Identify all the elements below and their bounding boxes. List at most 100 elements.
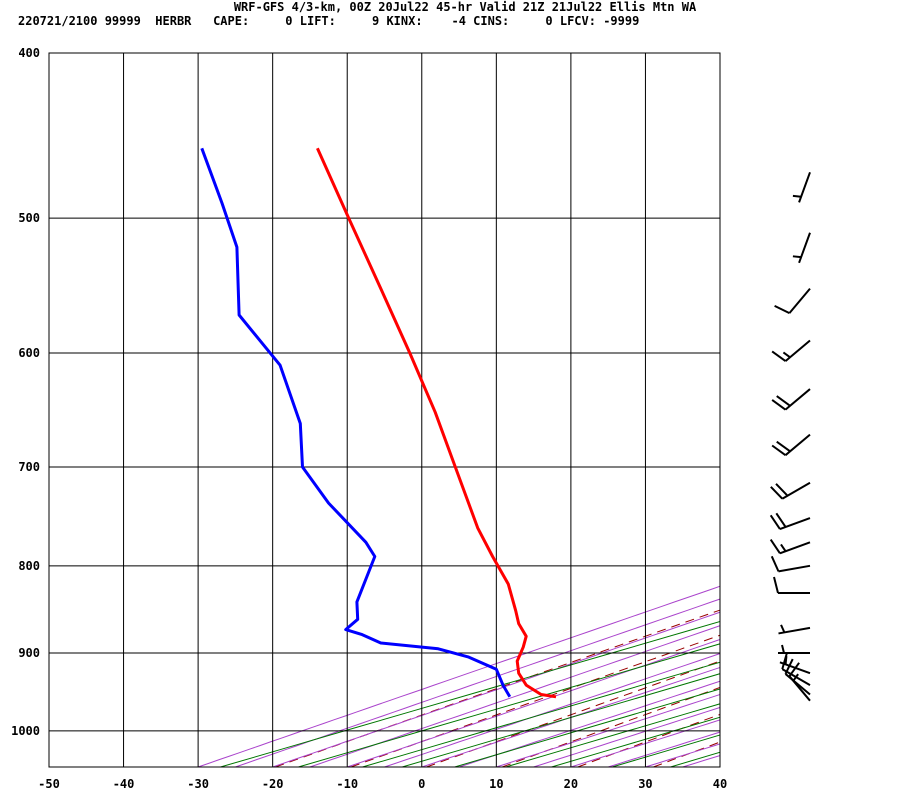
wind-barb bbox=[781, 652, 811, 686]
stability-indices: 220721/2100 99999 HERBR CAPE: 0 LIFT: 9 … bbox=[18, 14, 640, 28]
plot-frame bbox=[48, 52, 721, 768]
barb-flag bbox=[769, 514, 781, 530]
mixing-ratio-line bbox=[220, 620, 720, 767]
x-tick-label: -40 bbox=[113, 777, 135, 791]
barb-staff bbox=[784, 433, 811, 456]
barb-half-flag bbox=[780, 624, 786, 633]
moist-adiabat bbox=[309, 625, 720, 767]
y-tick-label: 900 bbox=[18, 646, 40, 660]
mixing-ratio-line bbox=[454, 688, 720, 767]
y-tick-label: 400 bbox=[18, 46, 40, 60]
wind-barb bbox=[769, 512, 811, 530]
barb-half-flag bbox=[792, 255, 802, 259]
barb-flag bbox=[773, 576, 779, 594]
moist-adiabat bbox=[347, 638, 720, 767]
grid-lines bbox=[48, 52, 721, 767]
moist-adiabat bbox=[384, 653, 720, 767]
wind-barb bbox=[792, 232, 811, 264]
sounding-traces bbox=[200, 147, 557, 699]
barb-half-flag bbox=[782, 351, 791, 359]
barb-flag bbox=[771, 399, 787, 411]
mixing-ratio-line bbox=[402, 673, 720, 767]
moist-adiabat bbox=[608, 731, 720, 767]
barb-flag bbox=[774, 304, 790, 315]
barb-staff bbox=[798, 232, 811, 264]
x-tick-label: -10 bbox=[336, 777, 358, 791]
y-tick-label: 700 bbox=[18, 460, 40, 474]
barb-flag bbox=[770, 486, 784, 500]
barb-half-flag bbox=[784, 656, 788, 665]
barb-staff bbox=[784, 339, 811, 362]
y-tick-label: 600 bbox=[18, 346, 40, 360]
x-tick-label: 40 bbox=[713, 777, 727, 791]
x-tick-label: -30 bbox=[187, 777, 209, 791]
barb-staff bbox=[784, 673, 811, 696]
wind-barb bbox=[779, 656, 811, 675]
mixing-ratio-line bbox=[362, 661, 720, 767]
temperature-trace bbox=[316, 147, 557, 699]
mixing-ratio-line bbox=[612, 734, 720, 767]
chart-title: WRF-GFS 4/3-km, 00Z 20Jul22 45-hr Valid … bbox=[233, 0, 697, 14]
x-axis-ticks: -50 -40 -30 -20 -10 0 10 20 30 40 bbox=[38, 777, 727, 791]
barb-half-flag bbox=[780, 543, 787, 552]
barb-staff bbox=[784, 388, 811, 411]
barb-staff bbox=[781, 668, 811, 686]
moist-adiabat bbox=[496, 694, 720, 767]
mixing-ratio-line bbox=[505, 703, 720, 767]
wind-barb bbox=[770, 555, 811, 573]
moist-adiabat bbox=[272, 611, 720, 767]
dewpoint-trace bbox=[200, 147, 512, 698]
wind-barb bbox=[792, 171, 811, 203]
y-axis-ticks: 400 500 600 700 800 900 1000 bbox=[11, 46, 40, 738]
wind-barb bbox=[771, 388, 811, 411]
barb-staff bbox=[781, 481, 811, 500]
wind-barb bbox=[773, 576, 810, 595]
barb-staff bbox=[778, 564, 811, 573]
moist-adiabat bbox=[197, 585, 720, 767]
x-tick-label: -20 bbox=[262, 777, 284, 791]
moist-adiabat bbox=[533, 706, 720, 767]
dry-adiabat bbox=[729, 44, 900, 767]
wind-barb bbox=[774, 287, 811, 315]
barb-flag bbox=[771, 350, 787, 362]
x-tick-label: 10 bbox=[489, 777, 503, 791]
barb-staff bbox=[779, 661, 811, 675]
wind-barb bbox=[770, 481, 811, 500]
barb-staff bbox=[788, 287, 811, 314]
barb-flag bbox=[775, 483, 789, 497]
wind-barb bbox=[778, 624, 811, 635]
barb-flag bbox=[781, 652, 788, 670]
wind-barbs bbox=[769, 171, 811, 702]
wind-barb bbox=[771, 433, 811, 456]
dry-adiabat bbox=[653, 741, 720, 767]
x-tick-label: -50 bbox=[38, 777, 60, 791]
mixing-ratio-line bbox=[298, 643, 720, 767]
barb-flag bbox=[775, 512, 787, 528]
dry-adiabat bbox=[805, 44, 900, 767]
moist-adiabat bbox=[421, 666, 720, 767]
y-tick-label: 500 bbox=[18, 211, 40, 225]
moist-adiabat bbox=[719, 766, 720, 767]
wind-barb bbox=[771, 339, 811, 362]
moist-adiabat bbox=[570, 719, 720, 767]
moist-adiabat bbox=[645, 743, 720, 767]
background-lines bbox=[197, 44, 900, 767]
x-tick-label: 20 bbox=[564, 777, 578, 791]
barb-flag bbox=[770, 555, 780, 572]
wind-barb bbox=[778, 644, 810, 654]
barb-staff bbox=[798, 171, 811, 203]
barb-flag bbox=[776, 395, 791, 407]
y-tick-label: 800 bbox=[18, 559, 40, 573]
y-tick-label: 1000 bbox=[11, 724, 40, 738]
wind-barb bbox=[769, 539, 811, 555]
barb-flag bbox=[776, 440, 791, 453]
mixing-ratio-line bbox=[551, 716, 720, 767]
moist-adiabat bbox=[235, 598, 720, 767]
barb-half-flag bbox=[792, 194, 802, 198]
dry-adiabat bbox=[880, 44, 900, 767]
barb-flag bbox=[771, 444, 787, 456]
x-tick-label: 0 bbox=[418, 777, 425, 791]
moist-adiabat bbox=[458, 680, 720, 767]
barb-half-flag bbox=[781, 644, 785, 654]
